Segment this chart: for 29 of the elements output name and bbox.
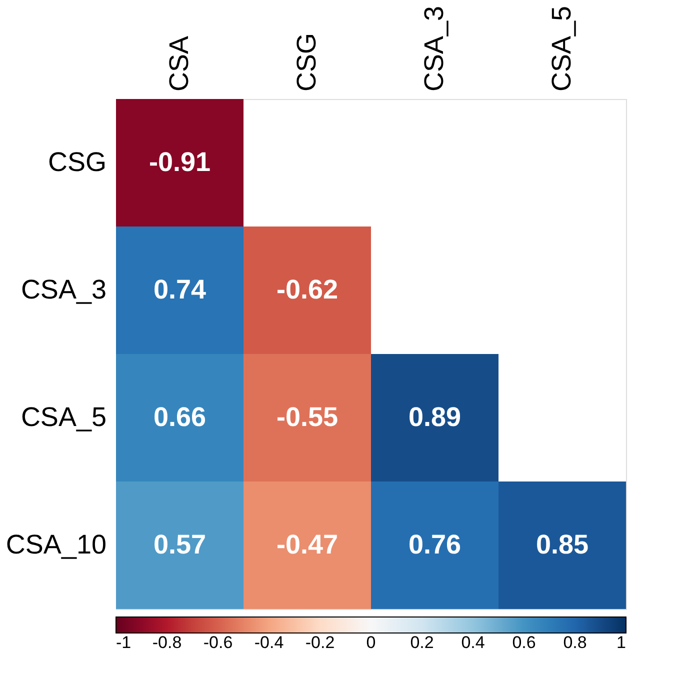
data-label: 0.85 (536, 529, 589, 560)
data-label: -0.55 (276, 402, 338, 432)
data-label: -0.47 (276, 529, 338, 560)
data-label: 0.89 (408, 402, 462, 432)
y-tick-label: CSA_3 (20, 274, 106, 304)
color-bar-label: 0.8 (563, 633, 587, 652)
y-tick-label: CSA_5 (20, 402, 106, 432)
x-tick-label: CSA_3 (418, 6, 449, 92)
color-bar-label: 0 (366, 633, 376, 652)
data-label: 0.57 (153, 529, 206, 560)
color-bar-label: 0.6 (512, 633, 536, 652)
y-tick-label: CSA_10 (6, 529, 106, 560)
color-bar-label: 0.2 (410, 633, 434, 652)
color-bar-label: -0.6 (203, 633, 233, 652)
color-bar-label: -0.8 (152, 633, 182, 652)
color-bar-label: -0.2 (305, 633, 335, 652)
data-label: 0.74 (153, 274, 206, 304)
x-tick-label: CSG (291, 32, 322, 92)
color-bar-label: -0.4 (254, 633, 284, 652)
data-label: 0.76 (408, 529, 462, 560)
data-label: 0.66 (153, 402, 206, 432)
x-tick-label: CSA_5 (546, 6, 576, 92)
color-bar-label: -1 (116, 633, 132, 652)
data-label: -0.62 (276, 274, 338, 304)
color-bar-label: 0.4 (461, 633, 485, 652)
x-tick-label: CSA (164, 36, 194, 92)
data-label: -0.91 (148, 146, 211, 177)
y-tick-label: CSG (48, 146, 106, 177)
color-bar-label: 1 (616, 633, 626, 652)
